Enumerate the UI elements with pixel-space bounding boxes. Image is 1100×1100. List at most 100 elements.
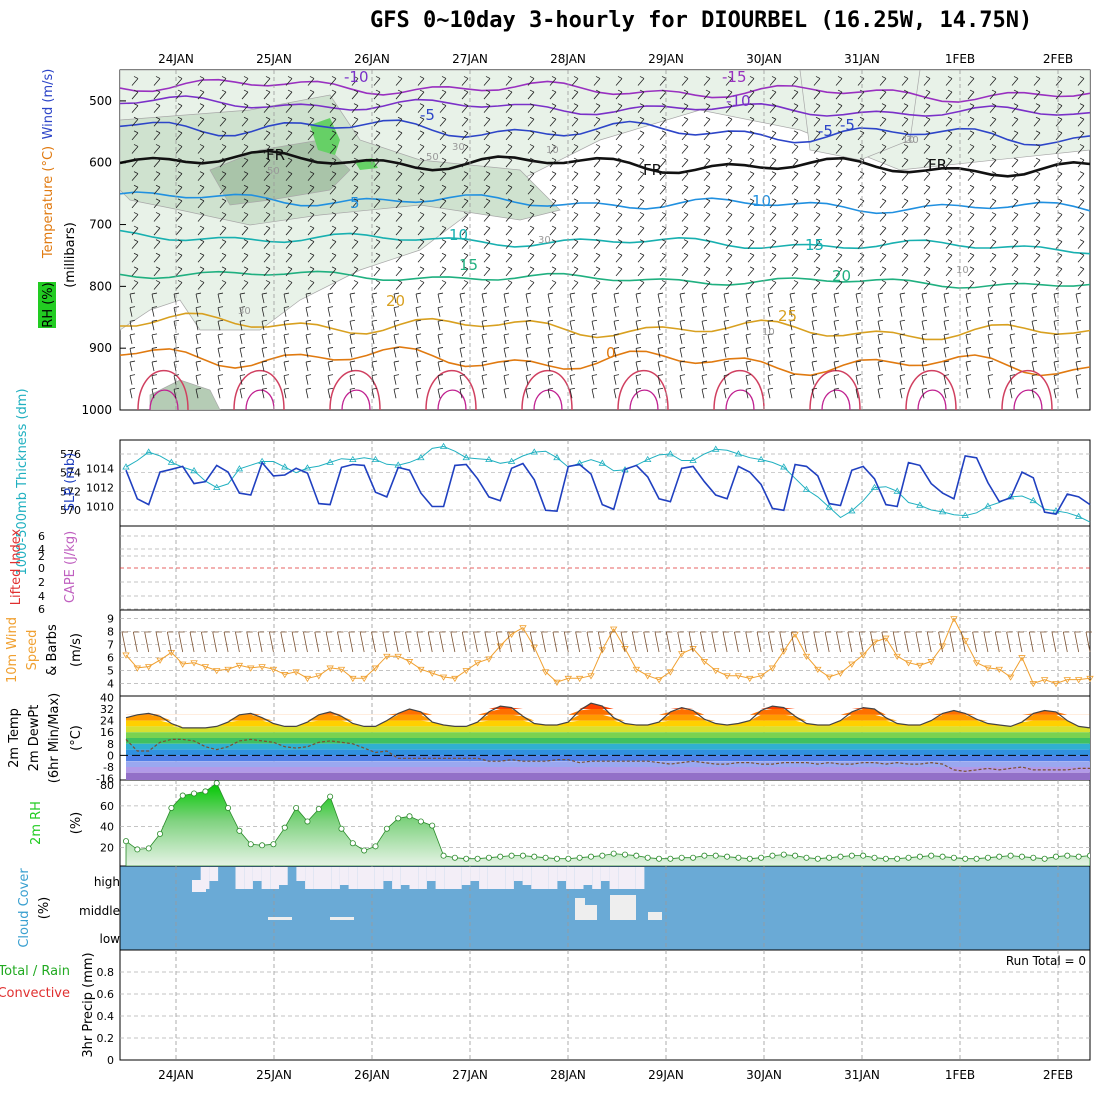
wind-barb	[219, 103, 227, 113]
wind-barb	[153, 144, 161, 154]
wind-barb	[921, 319, 928, 331]
wind-barb	[1055, 76, 1063, 86]
wind-barb	[239, 360, 246, 372]
wind-barb	[813, 184, 821, 195]
temp-line	[125, 702, 1090, 729]
wind-barb	[129, 360, 136, 372]
wind-barb	[1009, 360, 1016, 372]
wind-barb	[1077, 252, 1085, 263]
wind-barb	[153, 89, 161, 100]
wind-barb	[681, 239, 689, 249]
rh-point	[1007, 852, 1014, 859]
rh-point	[814, 855, 821, 862]
wind-barb	[393, 387, 400, 399]
rh-point	[168, 804, 175, 811]
wind-barb	[767, 319, 774, 331]
isotherm-30-loop	[809, 369, 861, 410]
wind-barb	[373, 266, 381, 277]
wind-barb	[879, 225, 887, 236]
wind-barb	[901, 144, 909, 154]
wind-barb	[769, 212, 777, 222]
temp-tick: 8	[107, 738, 114, 751]
wind-barb	[723, 347, 730, 358]
wind-barb	[965, 319, 972, 331]
wind-barb	[701, 292, 708, 304]
wind-side-label: Wind (m/s)	[41, 69, 56, 140]
wind-barb-10m	[552, 631, 559, 653]
wind-barb	[417, 280, 425, 290]
rh-contour-label: 30	[538, 235, 551, 246]
wind-barb	[945, 212, 953, 222]
wind-barb	[439, 266, 447, 277]
wind-barb	[923, 252, 931, 263]
wind-barb-10m	[609, 631, 616, 653]
rh-point	[542, 854, 549, 861]
wind-barb	[1011, 198, 1019, 209]
wind-barb	[681, 130, 689, 141]
wind-barb	[769, 157, 777, 168]
wind-barb	[745, 306, 752, 317]
rh-point	[973, 855, 980, 862]
wind-speed-point	[734, 673, 743, 680]
wind-barb	[637, 130, 645, 141]
wind-barb	[395, 280, 403, 290]
wind-barb	[241, 266, 249, 277]
wind-barb	[657, 306, 664, 317]
wind-barb	[373, 225, 381, 236]
wind-barb	[461, 89, 469, 100]
wind-barb	[593, 116, 601, 127]
rh-point	[145, 845, 152, 852]
rh-point	[395, 815, 402, 822]
wind-barb	[921, 387, 928, 399]
wind-barb	[483, 266, 491, 277]
wind-barb-10m	[495, 631, 503, 653]
wind-barb	[681, 212, 689, 222]
wind-barb	[151, 319, 158, 331]
wind-barb	[305, 347, 312, 358]
high-cloud-cell	[531, 867, 540, 889]
wind-barb	[789, 319, 796, 331]
wind-barb	[855, 306, 862, 317]
wind-barb	[967, 239, 975, 249]
wind-speed-point	[1074, 677, 1083, 684]
wind-barb	[395, 130, 403, 141]
wind-barb	[437, 333, 444, 344]
run-total-label: Run Total = 0	[1006, 954, 1086, 968]
wind-barb	[659, 212, 667, 222]
wind-barb	[239, 306, 246, 317]
wind-barb	[569, 374, 576, 385]
slp-line	[125, 454, 1091, 515]
rh-point	[735, 854, 742, 861]
wind-barb	[239, 347, 246, 358]
date-label-bottom: 31JAN	[844, 1068, 880, 1082]
wind-barb	[459, 360, 466, 372]
thickness-point	[712, 445, 720, 452]
rh-point	[1018, 853, 1025, 860]
wind-barb	[439, 130, 447, 141]
temperature-side-label: Temperature (°C)	[41, 146, 56, 259]
wind-barb	[571, 198, 579, 209]
wind-barb	[329, 266, 337, 277]
isotherm-freezing	[120, 149, 1090, 178]
rh-point	[826, 854, 833, 861]
wind-barb	[593, 144, 601, 154]
wind-speed-point	[485, 656, 493, 663]
wind-barb	[417, 103, 425, 113]
wind-barb	[637, 76, 645, 86]
wind-barb	[855, 319, 862, 331]
wind-barb	[945, 116, 953, 127]
wind-barb	[547, 347, 554, 358]
wind-barb	[329, 280, 337, 290]
wind-barb	[263, 157, 271, 168]
wind-barb	[1011, 171, 1019, 181]
wind-barb	[219, 252, 227, 263]
wind-barb	[283, 374, 290, 385]
wind-barb	[657, 292, 664, 304]
wind-barb	[1077, 76, 1085, 86]
wind-barb	[723, 360, 730, 372]
wind-barb	[415, 319, 422, 331]
high-cloud-cell	[331, 867, 340, 889]
wind-barb-10m	[405, 631, 412, 653]
wind-barb	[549, 116, 557, 127]
wind-barb	[1053, 319, 1060, 331]
